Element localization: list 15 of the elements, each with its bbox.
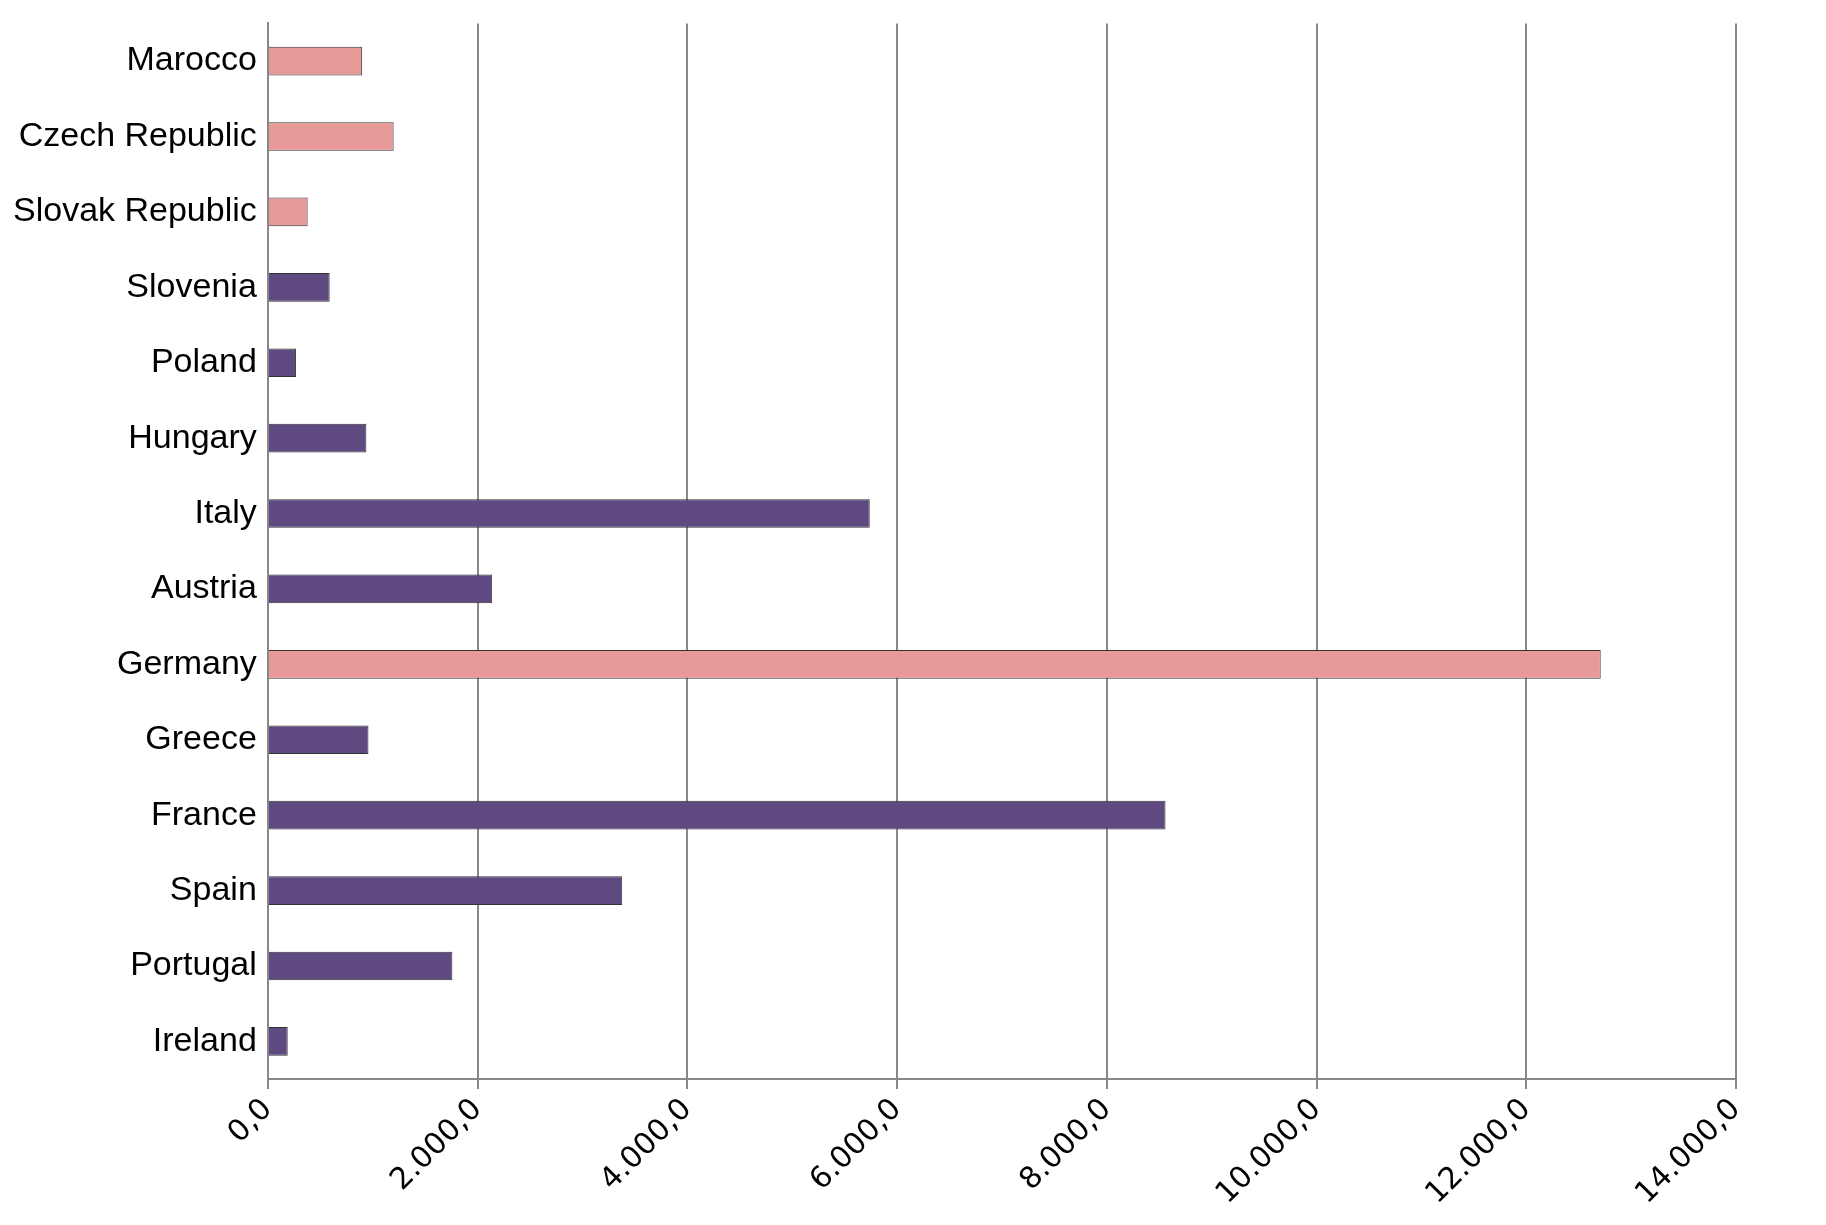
y-tick-label: Greece bbox=[145, 718, 257, 757]
y-tick-label: Slovenia bbox=[126, 265, 257, 304]
x-tick-label: 0,0 bbox=[219, 1090, 279, 1150]
y-tick-label: Austria bbox=[150, 567, 257, 606]
y-tick-label: France bbox=[150, 793, 257, 832]
y-tick-label: Slovak Republic bbox=[13, 190, 257, 229]
y-tick-label: Czech Republic bbox=[18, 114, 257, 153]
y-tick-label: Ireland bbox=[152, 1019, 257, 1058]
y-tick-label: Portugal bbox=[130, 944, 257, 983]
y-tick-label: Spain bbox=[169, 868, 257, 907]
y-tick-label: Poland bbox=[150, 341, 257, 380]
y-tick-label: Hungary bbox=[128, 416, 257, 455]
y-tick-label: Italy bbox=[194, 491, 257, 530]
y-tick-label: Germany bbox=[116, 642, 257, 681]
y-tick-label: Marocco bbox=[126, 39, 257, 78]
